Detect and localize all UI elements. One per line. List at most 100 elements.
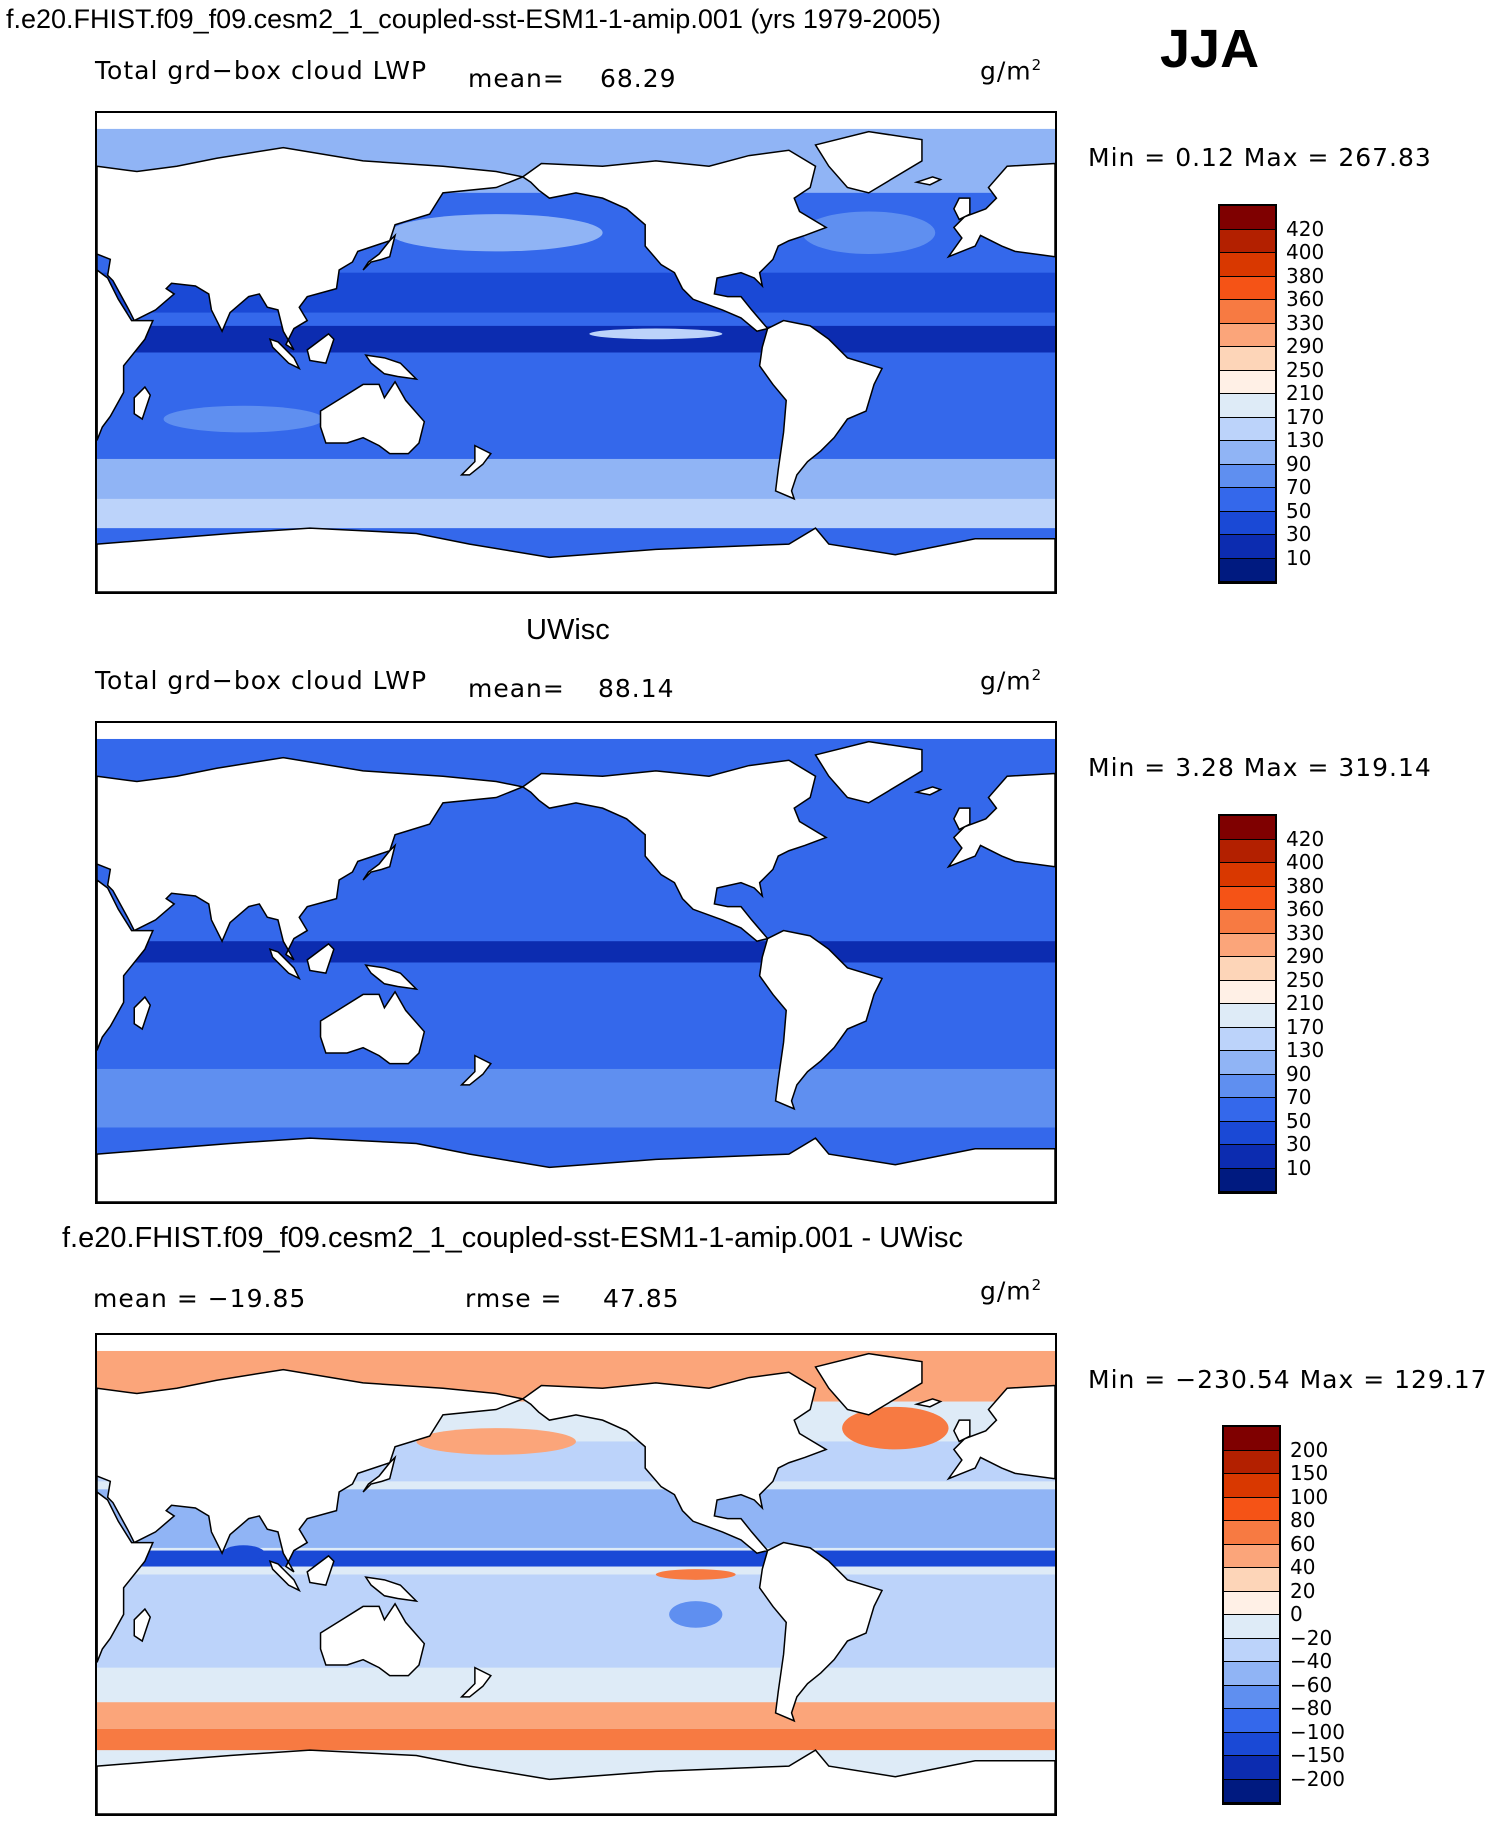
australia-landmass bbox=[319, 380, 426, 455]
panel3-unit: g/m2 bbox=[980, 1276, 1043, 1306]
colorbar-swatch bbox=[1220, 1168, 1275, 1192]
colorbar-tick-label: 90 bbox=[1286, 451, 1312, 476]
colorbar-swatch bbox=[1224, 1591, 1279, 1615]
colorbar-swatch bbox=[1220, 1121, 1275, 1145]
antarctica-landmass bbox=[97, 1137, 1055, 1202]
colorbar-tick-label: −150 bbox=[1290, 1743, 1345, 1767]
newguinea-landmass bbox=[364, 354, 419, 381]
panel2-heading: UWisc bbox=[526, 614, 610, 646]
panel3-rmse-value: 47.85 bbox=[603, 1284, 680, 1313]
cold-tongue-feature bbox=[655, 1569, 736, 1580]
colorbar-tick-label: 330 bbox=[1286, 310, 1325, 335]
japan-landmass bbox=[362, 1454, 397, 1493]
newguinea-landmass bbox=[364, 964, 419, 991]
europe-landmass bbox=[946, 1384, 1055, 1481]
colorbar-swatch bbox=[1224, 1732, 1279, 1756]
uk-landmass bbox=[953, 807, 971, 831]
colorbar-tick-label: 130 bbox=[1286, 428, 1325, 452]
colorbar-tick-label: 10 bbox=[1286, 545, 1312, 570]
indian-ocean-feature bbox=[163, 405, 324, 433]
colorbar-tick-label: 30 bbox=[1286, 522, 1312, 546]
colorbar-tick-label: 250 bbox=[1286, 357, 1325, 382]
colorbar-swatch bbox=[1220, 488, 1275, 512]
bay-of-bengal-feature bbox=[222, 1545, 265, 1562]
colorbar-swatch bbox=[1220, 370, 1275, 394]
colorbar-swatch bbox=[1220, 1004, 1275, 1028]
panel2-map bbox=[95, 721, 1057, 1204]
colorbar-tick-label: 360 bbox=[1286, 287, 1325, 311]
panel1-unit: g/m2 bbox=[980, 56, 1043, 86]
colorbar-tick-label: 380 bbox=[1286, 263, 1325, 288]
newzealand-landmass bbox=[459, 1666, 492, 1698]
colorbar-swatch bbox=[1224, 1450, 1279, 1474]
africa-landmass bbox=[97, 879, 155, 1051]
colorbar-tick-label: 40 bbox=[1290, 1555, 1316, 1579]
greenland-landmass bbox=[814, 740, 923, 804]
colorbar-tick-label: 420 bbox=[1286, 216, 1325, 241]
colorbar-swatches bbox=[1218, 814, 1277, 1194]
north-atlantic-feature bbox=[802, 211, 936, 255]
greenland-landmass bbox=[814, 130, 923, 194]
colorbar-swatch bbox=[1220, 417, 1275, 441]
sumatra-landmass bbox=[268, 338, 301, 371]
colorbar-tick-label: 380 bbox=[1286, 873, 1325, 898]
colorbar-tick-label: 290 bbox=[1286, 944, 1325, 968]
colorbar-swatch bbox=[1220, 300, 1275, 324]
panel1-mean-label: mean= bbox=[468, 64, 565, 93]
itcz-band bbox=[97, 325, 1055, 353]
panel1-minmax: Min = 0.12 Max = 267.83 bbox=[1088, 143, 1432, 172]
colorbar-swatch bbox=[1220, 276, 1275, 300]
panel3-map bbox=[95, 1333, 1057, 1816]
colorbar-swatch bbox=[1224, 1568, 1279, 1592]
north-pacific-feature bbox=[389, 214, 603, 252]
colorbar-tick-label: 100 bbox=[1290, 1484, 1329, 1509]
eurasia-landmass bbox=[97, 146, 526, 351]
panel2-minmax: Min = 3.28 Max = 319.14 bbox=[1088, 753, 1432, 782]
colorbar-tick-label: 60 bbox=[1290, 1531, 1316, 1556]
colorbar-swatch bbox=[1224, 1497, 1279, 1521]
itcz-band bbox=[97, 941, 1055, 963]
southern-ocean-band bbox=[97, 1702, 1055, 1729]
uk-landmass bbox=[953, 1419, 971, 1443]
colorbar-swatch bbox=[1224, 1685, 1279, 1709]
colorbar-swatch bbox=[1220, 980, 1275, 1004]
colorbar-tick-label: 170 bbox=[1286, 404, 1325, 429]
colorbar-swatch bbox=[1220, 229, 1275, 253]
colorbar-swatch bbox=[1220, 910, 1275, 934]
colorbar-swatch bbox=[1220, 863, 1275, 887]
colorbar-tick-label: 10 bbox=[1286, 1155, 1312, 1180]
australia-landmass bbox=[319, 990, 426, 1065]
panel2-map-canvas bbox=[97, 723, 1055, 1202]
panel3-map-canvas bbox=[97, 1335, 1055, 1814]
panel1-variable-label: Total grd−box cloud LWP bbox=[95, 56, 428, 85]
panel3-minmax: Min = −230.54 Max = 129.17 bbox=[1088, 1365, 1488, 1394]
colorbar-tick-label: 200 bbox=[1290, 1437, 1329, 1462]
figure-title: f.e20.FHIST.f09_f09.cesm2_1_coupled-sst-… bbox=[6, 4, 941, 34]
colorbar-tick-label: −20 bbox=[1290, 1625, 1333, 1650]
australia-landmass bbox=[319, 1602, 426, 1677]
north-america-landmass bbox=[521, 759, 828, 943]
colorbar-swatch bbox=[1220, 886, 1275, 910]
colorbar-tick-label: 70 bbox=[1286, 475, 1312, 499]
iceland-landmass bbox=[913, 1398, 943, 1408]
colorbar-tick-label: −200 bbox=[1290, 1766, 1345, 1791]
iceland-landmass bbox=[913, 786, 943, 796]
colorbar-tick-label: −100 bbox=[1290, 1719, 1345, 1744]
north-america-landmass bbox=[521, 1371, 828, 1555]
colorbar-swatches bbox=[1222, 1425, 1281, 1805]
tropical-south-band bbox=[97, 1574, 1055, 1668]
colorbar-tick-label: 80 bbox=[1290, 1508, 1316, 1532]
colorbar-swatch bbox=[1224, 1779, 1279, 1803]
colorbar-tick-label: 70 bbox=[1286, 1085, 1312, 1109]
europe-landmass bbox=[946, 162, 1055, 259]
borneo-landmass bbox=[306, 1554, 335, 1586]
colorbar-swatch bbox=[1220, 558, 1275, 582]
colorbar-tick-label: 130 bbox=[1286, 1038, 1325, 1062]
panel2-mean-label: mean= bbox=[468, 674, 565, 703]
japan-landmass bbox=[362, 842, 397, 881]
southern-ocean-outer-band bbox=[97, 498, 1055, 529]
colorbar-tick-label: 20 bbox=[1290, 1578, 1316, 1603]
colorbar-swatch bbox=[1220, 323, 1275, 347]
sumatra-landmass bbox=[268, 948, 301, 981]
colorbar-swatch bbox=[1220, 1051, 1275, 1075]
